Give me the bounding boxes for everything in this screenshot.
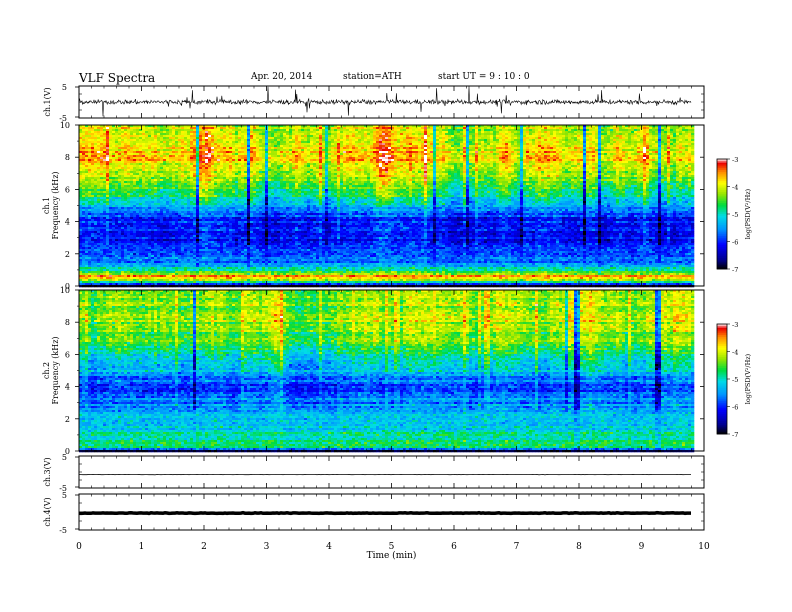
waveform-trace [79, 87, 691, 117]
y-tick-label: 2 [65, 250, 70, 259]
waveform-trace [79, 513, 691, 514]
colorbar-tick-label: -7 [732, 266, 738, 274]
colorbar-tick-label: -5 [732, 376, 738, 384]
y-tick-label: 5 [62, 491, 67, 500]
x-tick-label: 8 [576, 542, 582, 552]
ch4-waveform-panel: 5 -5 ch.4(V) [43, 491, 704, 535]
x-tick-label: 3 [264, 542, 270, 552]
frequency-axis-label: Frequency (kHz) [51, 171, 60, 239]
x-tick-label: 7 [514, 542, 520, 552]
x-tick-label: 2 [201, 542, 207, 552]
x-tick-label: 1 [139, 542, 145, 552]
ch3-waveform-panel: 5-5ch.3(V) [43, 453, 704, 493]
ch1-colorbar: -3 -4 -5 -6 -7 log(PSD(V²/Hz) [717, 156, 752, 274]
y-tick-label: 5 [62, 83, 67, 92]
colorbar-tick-label: -3 [732, 321, 738, 329]
y-tick-label: 8 [65, 318, 70, 327]
x-tick-label: 0 [76, 542, 82, 552]
colorbar-label: log(PSD(V²/Hz) [744, 353, 752, 404]
colorbar-tick-label: -4 [732, 184, 738, 192]
y-tick-label: 10 [60, 121, 70, 130]
spectrogram-cells [79, 290, 694, 452]
y-tick-label: 6 [65, 185, 70, 194]
y-tick-label: -5 [59, 526, 67, 535]
y-axis-label: ch.4(V) [43, 497, 52, 526]
colorbar-tick-label: -3 [732, 156, 738, 164]
y-tick-label: 4 [65, 383, 70, 392]
colorbar-tick-label: -7 [732, 431, 738, 439]
channel-label: ch.1 [42, 197, 51, 214]
x-tick-label: 4 [326, 542, 332, 552]
y-tick-label: 5 [62, 453, 67, 462]
y-tick-label: 4 [65, 218, 70, 227]
colorbar-tick-label: -6 [732, 404, 738, 412]
ch1-waveform-panel: 5-5ch.1(V) [43, 83, 704, 123]
colorbar-tick-label: -6 [732, 239, 738, 247]
colorbar-tick-label: -4 [732, 349, 738, 357]
y-tick-label: 6 [65, 350, 70, 359]
y-tick-label: 8 [65, 153, 70, 162]
channel-label: ch.2 [42, 362, 51, 379]
y-tick-label: 2 [65, 415, 70, 424]
x-tick-label: 6 [451, 542, 457, 552]
y-axis-label: ch.3(V) [43, 457, 52, 486]
x-tick-label: 10 [698, 542, 710, 552]
vlf-spectra-figure: 5-5ch.1(V) 0246810ch.1 Frequency (kHz) 02… [0, 0, 792, 612]
y-axis-label: ch.1(V) [43, 87, 52, 116]
colorbar-label: log(PSD(V²/Hz) [744, 188, 752, 239]
ch2-colorbar: -3 -4 -5 -6 -7 log(PSD(V²/Hz) [717, 321, 752, 439]
colorbar-tick-label: -5 [732, 211, 738, 219]
x-tick-label: 9 [639, 542, 645, 552]
frequency-axis-label: Frequency (kHz) [51, 336, 60, 404]
x-axis-label: Time (min) [367, 550, 417, 561]
spectrogram-cells [79, 125, 694, 287]
y-tick-label: 10 [60, 286, 70, 295]
